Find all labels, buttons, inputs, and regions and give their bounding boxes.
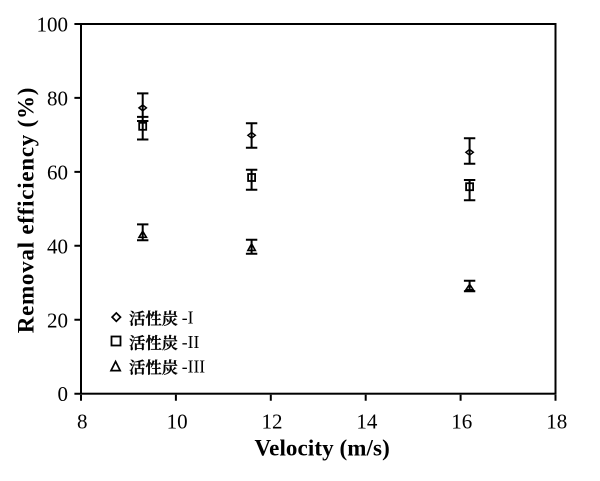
svg-text:100: 100	[37, 13, 69, 37]
svg-text:-II: -II	[182, 332, 200, 352]
svg-text:80: 80	[47, 86, 68, 110]
svg-text:40: 40	[47, 234, 68, 258]
svg-text:60: 60	[47, 160, 68, 184]
svg-text:10: 10	[167, 410, 188, 434]
svg-text:-III: -III	[182, 356, 205, 376]
svg-text:14: 14	[356, 410, 378, 434]
svg-text:8: 8	[77, 410, 88, 434]
svg-text:12: 12	[262, 410, 283, 434]
svg-text:Velocity (m/s): Velocity (m/s)	[255, 436, 390, 461]
svg-text:-I: -I	[182, 308, 194, 328]
svg-text:Removal efficiency (%): Removal efficiency (%)	[14, 87, 39, 333]
svg-text:20: 20	[47, 308, 68, 332]
svg-text:18: 18	[546, 410, 567, 434]
svg-text:0: 0	[58, 382, 69, 406]
svg-text:16: 16	[451, 410, 472, 434]
